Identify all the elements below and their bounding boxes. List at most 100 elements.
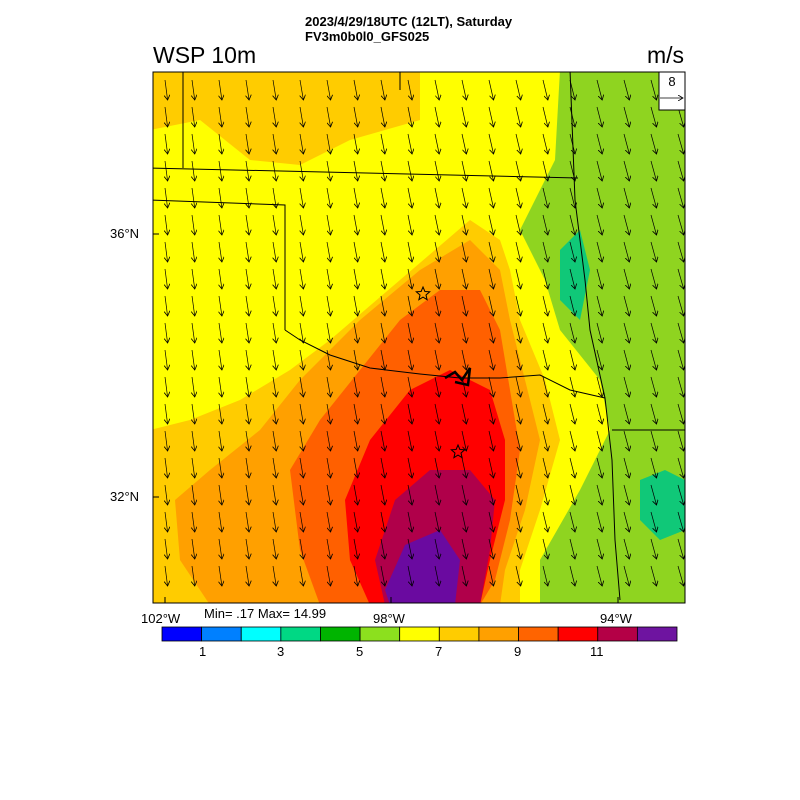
wind-vector-arrow	[407, 241, 412, 262]
wind-vector-arrow	[488, 295, 494, 316]
wind-vector-arrow	[461, 403, 466, 424]
colorbar-swatch	[438, 626, 480, 642]
wind-vector-arrow	[650, 565, 657, 586]
wind-vector-arrow	[488, 241, 494, 262]
wind-vector-arrow	[353, 484, 358, 505]
wind-vector-arrow	[165, 538, 168, 559]
wind-vector-arrow	[326, 187, 331, 208]
wind-vector-arrow	[407, 349, 412, 370]
wind-vector-arrow	[434, 241, 439, 262]
wind-vector-arrow	[461, 511, 466, 532]
wind-vector-arrow	[434, 160, 439, 181]
wind-vector-arrow	[650, 133, 657, 154]
wind-vector-arrow	[326, 457, 331, 478]
wind-vector-arrow	[461, 322, 466, 343]
wind-vector-arrow	[300, 538, 303, 559]
wind-vector-arrow	[623, 268, 629, 289]
wind-vector-arrow	[246, 484, 249, 505]
wind-vector-arrow	[596, 106, 602, 127]
wind-vector-arrow	[650, 106, 657, 127]
wind-vector-arrow	[273, 538, 276, 559]
wind-vector-arrow	[273, 160, 276, 181]
wind-vector-arrow	[246, 511, 249, 532]
wind-vector-arrow	[488, 403, 494, 424]
wind-vector-arrow	[677, 403, 684, 424]
wind-vector-arrow	[219, 187, 222, 208]
wind-vector-arrow	[219, 79, 222, 100]
wind-vector-arrow	[623, 79, 629, 100]
wind-vector-arrow	[353, 322, 358, 343]
wind-vector-arrow	[273, 430, 276, 451]
wind-vector-arrow	[542, 349, 548, 370]
wind-vector-arrow	[326, 538, 331, 559]
wind-vector-arrow	[192, 484, 195, 505]
wind-vector-arrow	[515, 457, 521, 478]
wind-vector-arrow	[219, 160, 222, 181]
wind-vector-arrow	[380, 457, 385, 478]
wind-vector-arrow	[219, 214, 222, 235]
wind-vector-arrow	[542, 322, 548, 343]
wind-vector-arrow	[407, 430, 412, 451]
wind-vector-arrow	[488, 349, 494, 370]
wind-vector-arrow	[434, 511, 439, 532]
wind-vector-arrow	[407, 79, 412, 100]
wind-vector-arrow	[326, 565, 331, 586]
wind-vector-arrow	[461, 133, 466, 154]
wind-vector-arrow	[650, 430, 657, 451]
wind-vector-arrow	[246, 214, 249, 235]
wind-vector-arrow	[542, 565, 548, 586]
wind-vector-arrow	[542, 160, 548, 181]
wind-vector-arrow	[300, 133, 303, 154]
colorbar-swatch	[478, 626, 519, 642]
colorbar-swatch	[518, 626, 559, 642]
wind-vector-arrow	[569, 457, 575, 478]
wind-vector-arrow	[623, 565, 629, 586]
colorbar-swatch	[240, 626, 282, 642]
wind-vector-arrow	[488, 268, 494, 289]
wind-vector-arrow	[380, 79, 385, 100]
wind-vector-arrow	[542, 403, 548, 424]
wind-vector-arrow	[623, 349, 629, 370]
colorbar-label: 11	[590, 644, 604, 659]
wind-vector-arrow	[380, 376, 385, 397]
wind-vector-arrow	[488, 79, 494, 100]
wind-vector-arrow	[353, 268, 358, 289]
wind-vector-arrow	[515, 160, 521, 181]
wind-vector-arrow	[165, 268, 168, 289]
wind-vector-arrow	[192, 187, 195, 208]
wind-vector-arrow	[353, 349, 358, 370]
wind-vector-arrow	[219, 457, 222, 478]
wind-vector-arrow	[353, 457, 358, 478]
wind-vector-arrow	[407, 538, 412, 559]
wind-vector-arrow	[677, 187, 684, 208]
wind-vector-arrow	[542, 106, 548, 127]
wind-vector-arrow	[623, 376, 629, 397]
wind-vector-arrow	[192, 160, 195, 181]
wind-vector-arrow	[569, 484, 575, 505]
wind-vector-arrow	[165, 349, 168, 370]
wind-vector-arrow	[677, 538, 684, 559]
wind-vector-arrow	[623, 538, 629, 559]
wind-vector-arrow	[515, 511, 521, 532]
wind-vector-arrow	[407, 295, 412, 316]
wind-vector-arrow	[596, 79, 602, 100]
wind-vector-arrow	[380, 268, 385, 289]
state-border-line	[284, 329, 606, 399]
wind-vector-arrow	[300, 160, 303, 181]
wind-vector-arrow	[380, 160, 385, 181]
wind-vector-arrow	[407, 106, 412, 127]
wind-vector-arrow	[165, 160, 168, 181]
wind-vector-arrow	[596, 511, 602, 532]
wind-vector-arrow	[273, 187, 276, 208]
wind-vector-arrow	[165, 79, 168, 100]
wind-vector-arrow	[246, 538, 249, 559]
wind-vector-arrow	[300, 241, 303, 262]
wind-vector-arrow	[165, 457, 168, 478]
wind-vector-arrow	[219, 349, 222, 370]
wind-vector-arrow	[515, 106, 521, 127]
wind-vector-arrow	[596, 349, 602, 370]
wind-vector-arrow	[353, 187, 358, 208]
units-label: m/s	[647, 42, 685, 68]
wind-vector-arrow	[219, 241, 222, 262]
wind-vector-arrow	[542, 187, 548, 208]
